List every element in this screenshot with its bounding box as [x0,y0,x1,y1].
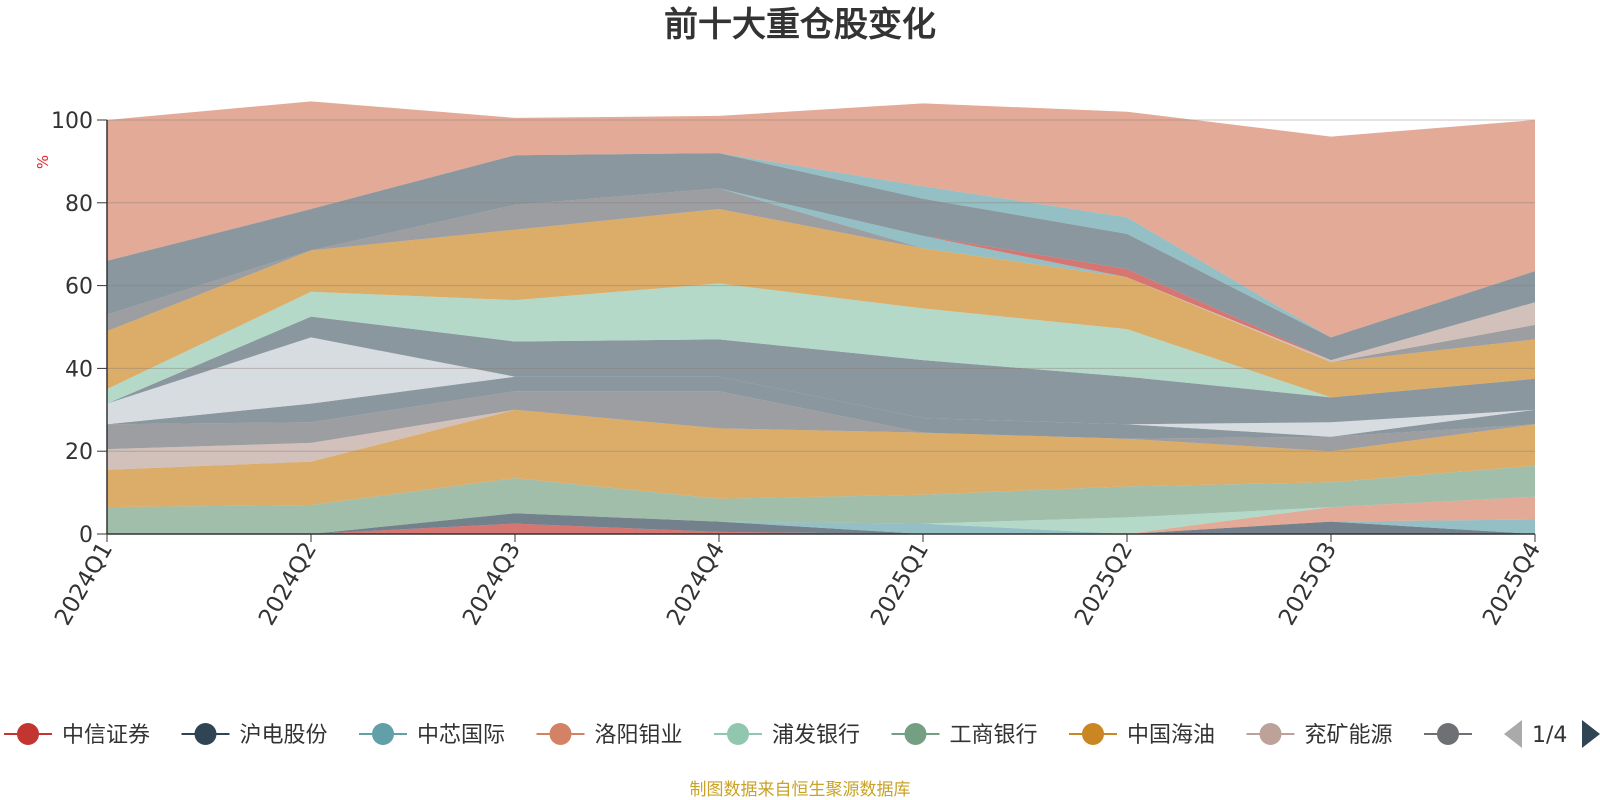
legend-item-9[interactable]: 海尔智家 [1424,723,1570,748]
legend-item-3[interactable]: 中芯国际 [359,723,505,748]
grid-lines [107,119,1535,452]
legend-marker-icon [194,723,217,745]
y-tick-label: 100 [51,109,93,134]
legend-label: 洛阳钼业 [595,723,683,748]
legend-label: 工商银行 [950,723,1038,748]
source-note: 制图数据来自恒生聚源数据库 [690,780,911,800]
legend-marker-icon [904,723,927,745]
legend-page-indicator: 1/4 [1532,723,1567,748]
area-series-22 [107,101,1535,338]
area-series-6 [107,465,1535,534]
legend: 中信证券 沪电股份 中芯国际 洛阳钼业 浦发银行 工商银行 中国海油 兖矿能源 海尔智家 [4,723,1570,748]
area-series-20 [107,153,1535,361]
legend-label: 中信证券 [62,723,150,748]
legend-marker-icon [549,723,572,745]
area-series-1 [107,523,1535,534]
legend-marker-icon [1082,723,1104,745]
area-series-15 [107,209,1535,398]
y-tick-label: 0 [79,523,93,548]
legend-label: 兖矿能源 [1305,723,1393,748]
legend-item-8[interactable]: 兖矿能源 [1246,723,1393,748]
area-series-2 [107,513,1535,534]
area-series-10 [107,376,1535,439]
legend-label: 沪电股份 [240,723,328,748]
legend-label: 中芯国际 [417,723,505,748]
legend-label: 浦发银行 [772,723,860,748]
area-series-7 [107,409,1535,508]
x-tick-label: 2025Q1 [866,538,934,630]
legend-pager: 1/4 [1504,720,1600,748]
y-axis-unit: % [34,155,52,169]
area-series-3 [107,513,1535,534]
legend-next-icon[interactable] [1582,720,1600,748]
x-tick-label: 2024Q3 [458,538,526,630]
legend-item-7[interactable]: 中国海油 [1069,723,1215,748]
x-tick-label: 2025Q4 [1478,538,1546,630]
legend-item-6[interactable]: 工商银行 [891,723,1038,748]
area-series-16 [107,188,1535,363]
area-series-12 [107,337,1535,425]
area-series-13 [107,316,1535,425]
y-tick-label: 20 [65,440,93,465]
y-tick-label: 80 [65,192,93,217]
area-series-9 [107,391,1535,452]
area-series-5 [107,496,1535,534]
legend-item-5[interactable]: 浦发银行 [714,723,860,748]
legend-prev-icon[interactable] [1504,720,1522,748]
legend-marker-icon [372,723,394,745]
area-series-18 [107,188,1535,363]
legend-marker-icon [1437,723,1459,745]
chart-title: 前十大重仓股变化 [664,5,936,45]
y-tick-label: 40 [65,357,93,382]
legend-label: 中国海油 [1127,723,1215,748]
area-series-14 [107,283,1535,404]
legend-marker-icon [1259,723,1282,745]
x-tick-label: 2024Q2 [254,538,322,630]
legend-item-2[interactable]: 沪电股份 [181,723,328,748]
x-tick-label: 2025Q3 [1274,538,1342,630]
x-tick-label: 2024Q4 [662,538,730,630]
area-series-8 [107,409,1535,470]
legend-marker-icon [17,723,39,745]
legend-item-1[interactable]: 中信证券 [4,723,150,748]
legend-item-4[interactable]: 洛阳钼业 [536,723,683,748]
legend-marker-icon [727,723,749,745]
plot-area [107,101,1535,534]
y-tick-label: 60 [65,275,93,300]
x-tick-label: 2024Q1 [50,538,118,630]
x-tick-label: 2025Q2 [1070,538,1138,630]
